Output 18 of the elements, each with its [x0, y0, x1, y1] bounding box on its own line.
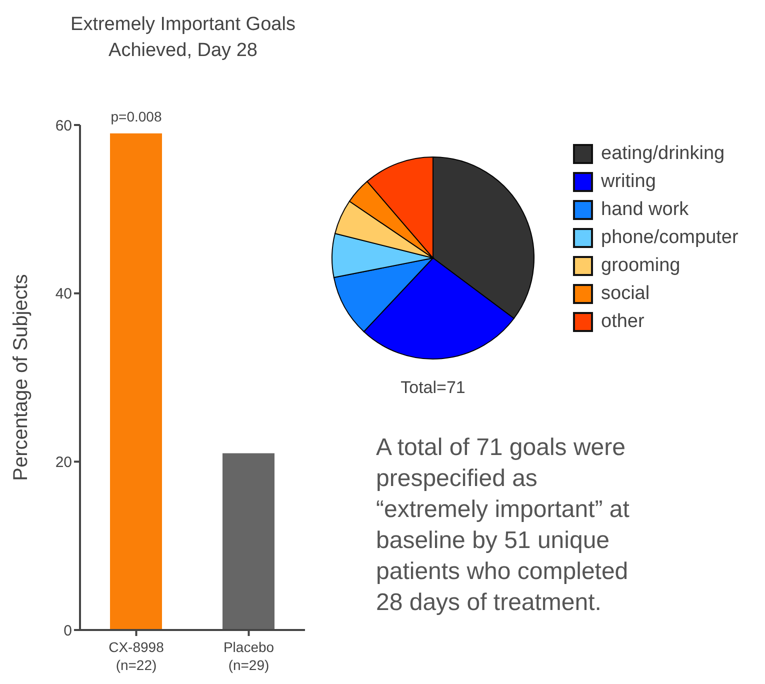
- x-tick-label: Placebo (n=29): [223, 639, 274, 673]
- x-tick-label: CX-8998 (n=22): [108, 639, 164, 673]
- legend-label: phone/computer: [601, 227, 738, 249]
- y-tick-label: 60: [55, 117, 72, 134]
- y-tick-label: 20: [55, 454, 72, 471]
- chart-title: Extremely Important Goals Achieved, Day 28: [70, 13, 296, 63]
- y-tick-label: 40: [55, 286, 72, 303]
- legend-label: hand work: [601, 199, 689, 221]
- text: A total of 71 goals were prespecified as “extremely important” at baseline by 51 unique patients who completed 28 days of treatment.: [376, 433, 630, 618]
- y-axis-title: Percentage of Subjects: [10, 274, 32, 481]
- legend-label: social: [601, 283, 650, 305]
- text: Total=71: [400, 378, 466, 398]
- annotation: p=0.008: [110, 108, 162, 124]
- legend-label: eating/drinking: [601, 143, 725, 165]
- legend-label: other: [601, 311, 644, 333]
- y-tick-label: 0: [64, 622, 72, 640]
- legend-label: grooming: [601, 255, 680, 277]
- legend-label: writing: [601, 171, 656, 193]
